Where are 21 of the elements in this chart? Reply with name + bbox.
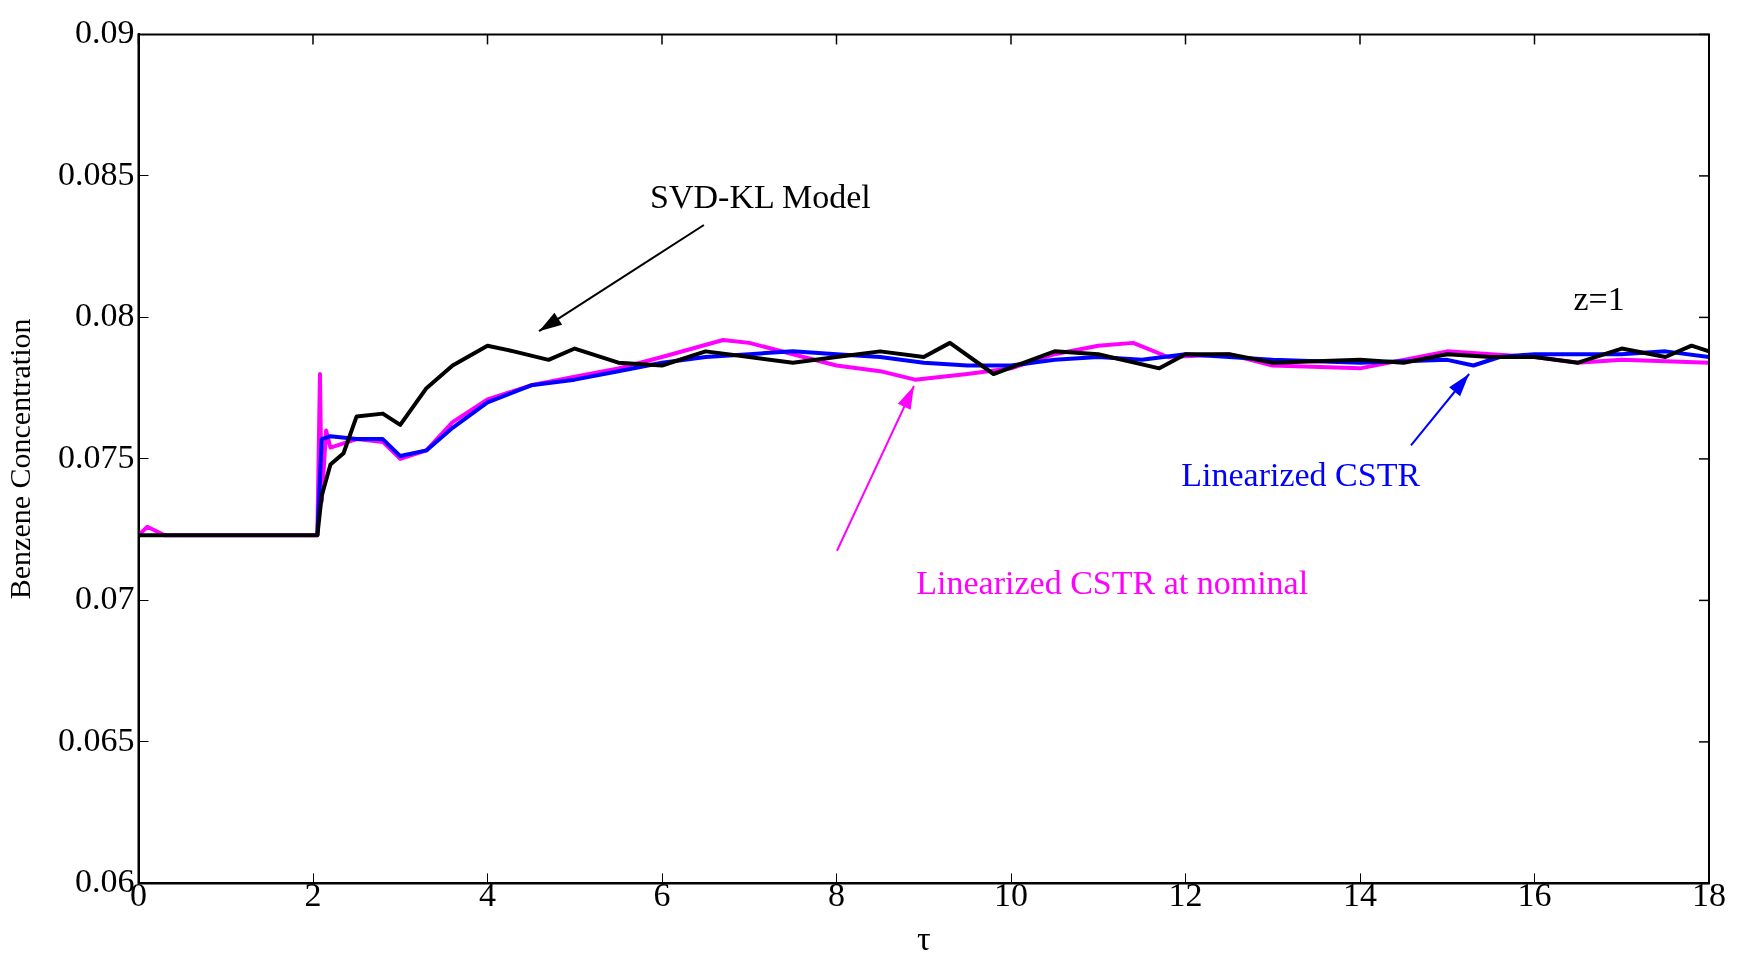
x-tick-label: 2 — [304, 875, 322, 913]
x-tick-label: 16 — [1517, 875, 1552, 913]
x-tick-label: 6 — [653, 875, 671, 913]
x-tick-label: 10 — [994, 875, 1028, 913]
y-tick-label: 0.07 — [75, 579, 135, 617]
y-tick-label: 0.085 — [58, 154, 135, 192]
x-tick-label: 18 — [1692, 875, 1726, 913]
x-tick-label: 14 — [1343, 875, 1377, 913]
x-tick-label: 12 — [1168, 875, 1203, 913]
legend-label: Linearized CSTR — [1181, 456, 1421, 494]
x-axis-title: τ — [916, 919, 931, 957]
text: SVD-KL Model — [650, 178, 871, 216]
x-tick-label: 4 — [479, 875, 496, 913]
text: Linearized CSTR at nominal — [916, 564, 1309, 602]
x-tick-label: 8 — [828, 875, 845, 913]
y-tick-label: 0.09 — [75, 13, 135, 51]
y-axis-title: Benzene Concentration — [2, 318, 36, 600]
annotation: z=1 — [1573, 279, 1625, 317]
y-tick-label: 0.065 — [58, 720, 135, 758]
y-tick-label: 0.08 — [75, 296, 135, 334]
y-tick-label: 0.075 — [58, 437, 135, 475]
